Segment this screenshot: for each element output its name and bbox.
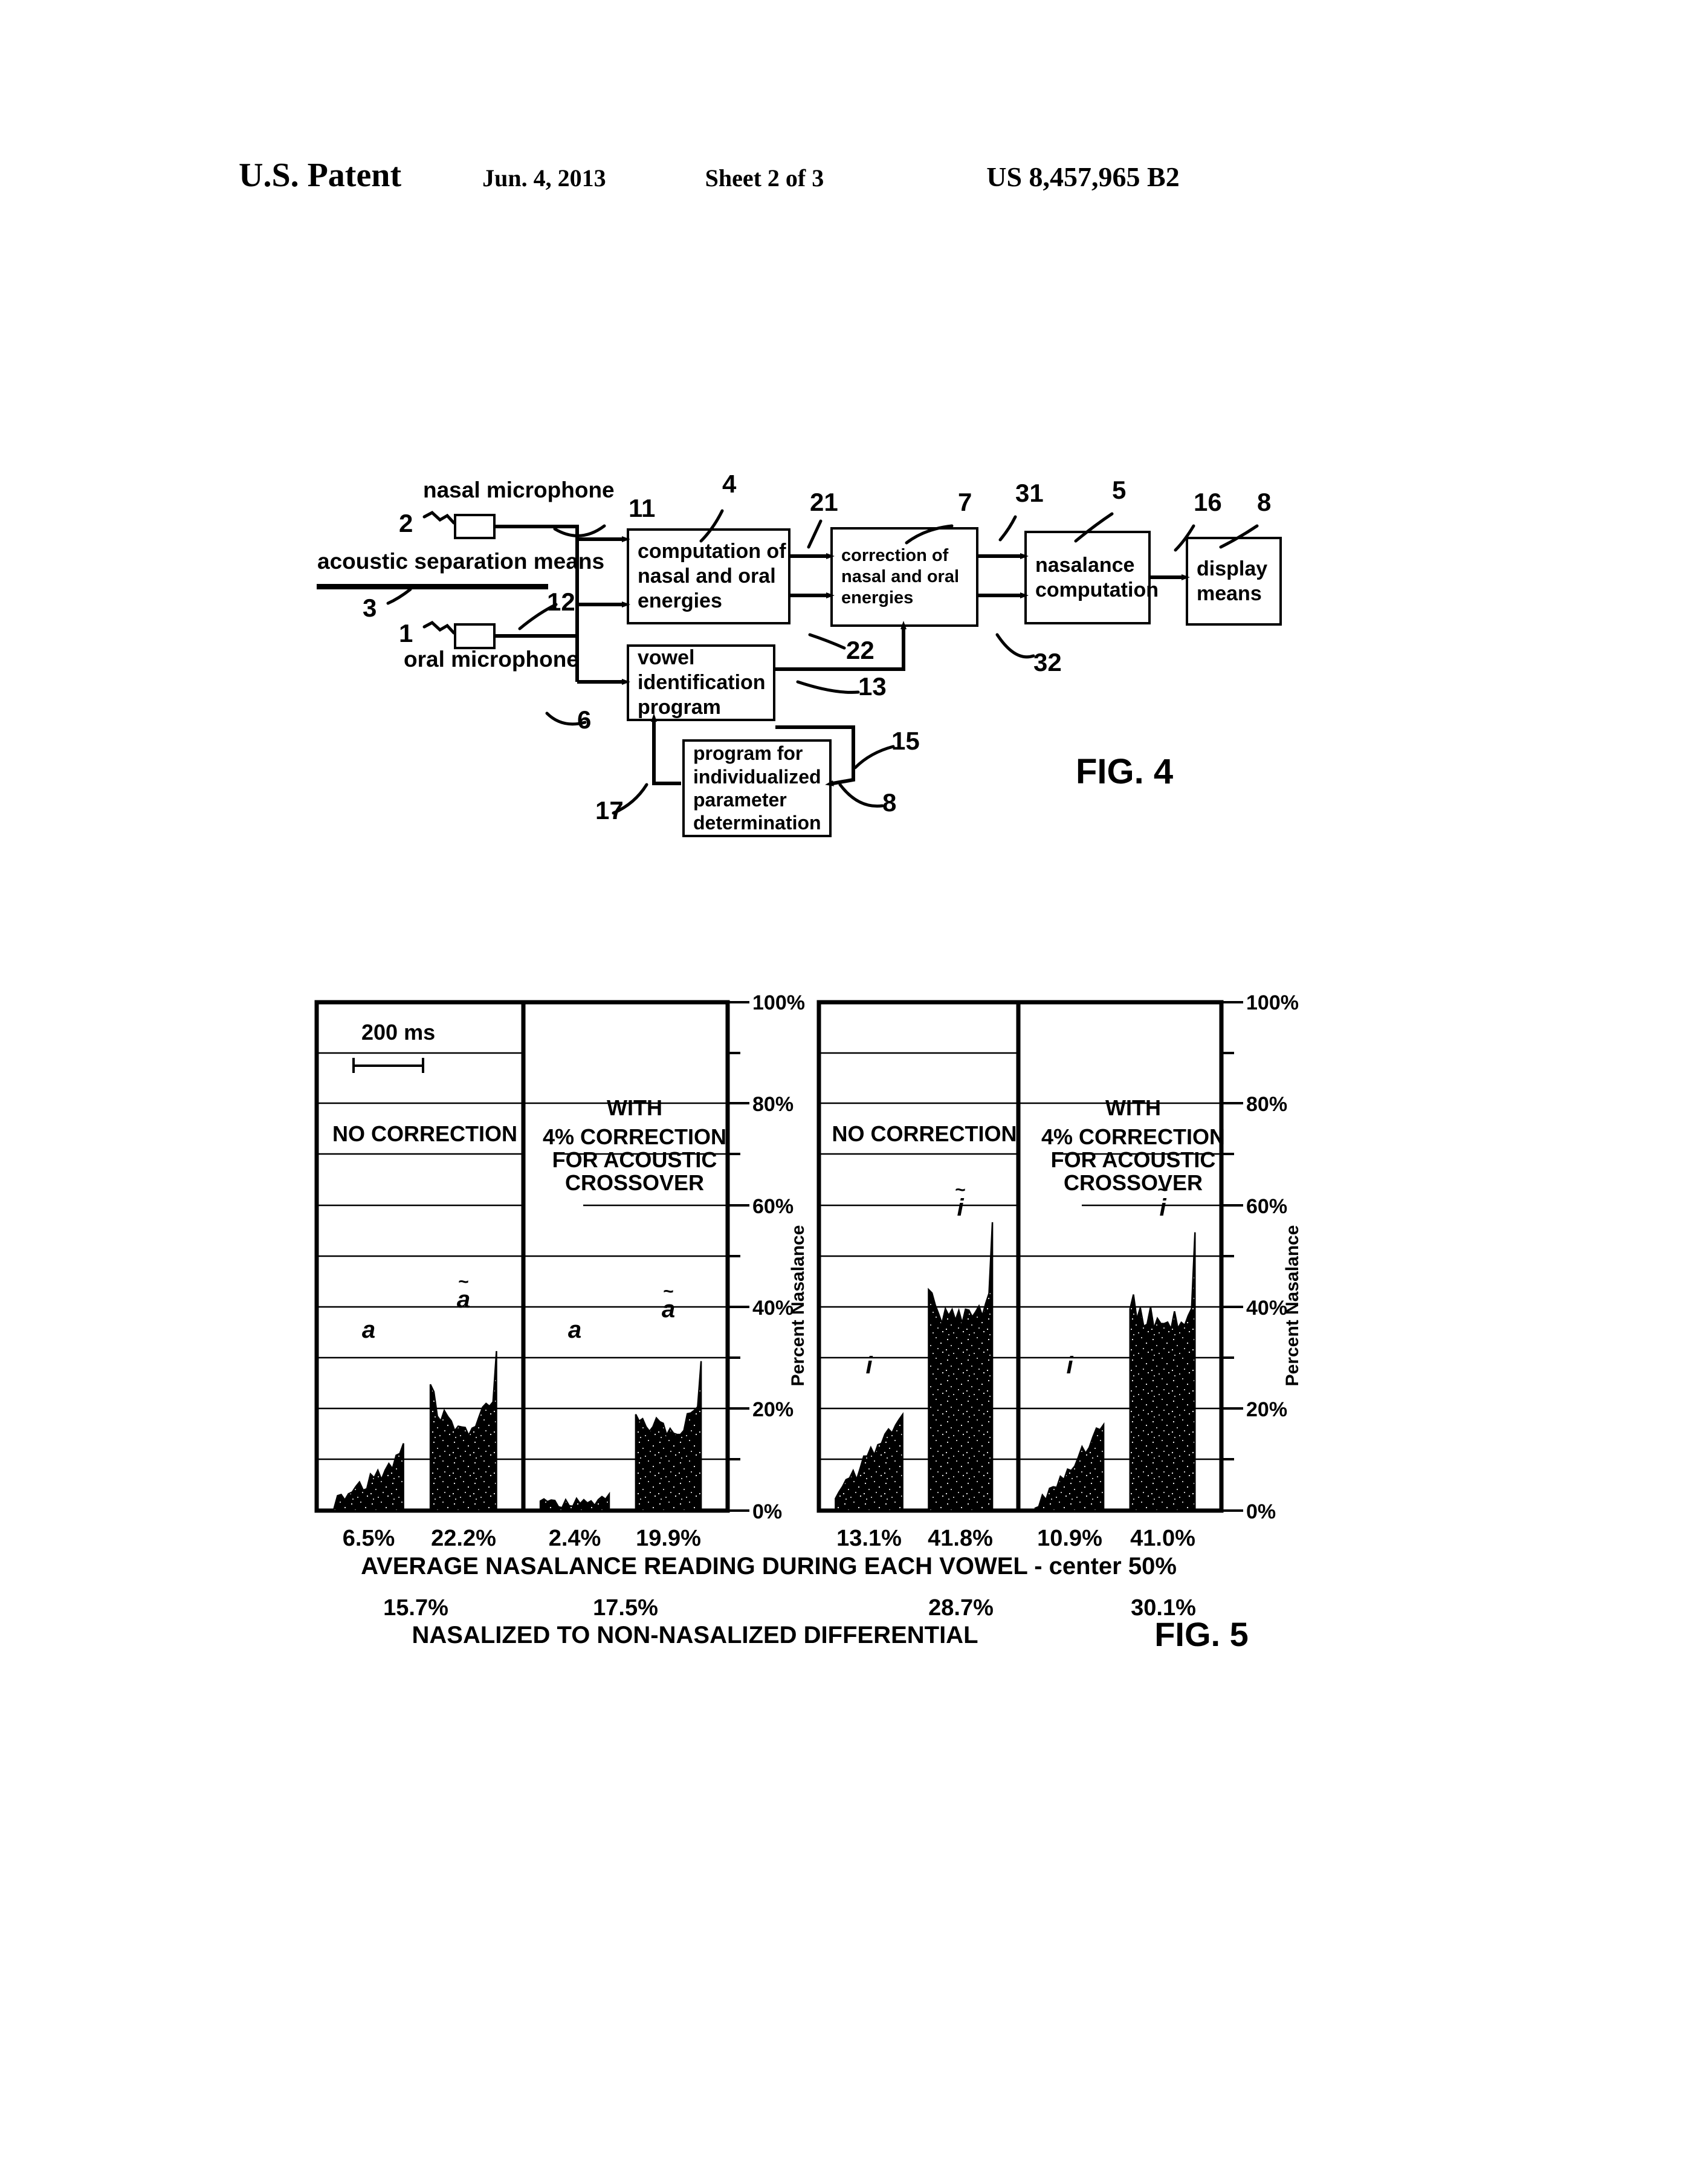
svg-text:0%: 0% — [1246, 1500, 1276, 1523]
svg-text:20%: 20% — [1246, 1398, 1287, 1421]
svg-text:2.4%: 2.4% — [549, 1526, 601, 1551]
svg-text:Percent Nasalance: Percent Nasalance — [1282, 1225, 1302, 1387]
svg-text:40%: 40% — [752, 1297, 794, 1320]
svg-text:60%: 60% — [1246, 1195, 1287, 1218]
svg-text:AVERAGE NASALANCE READING DURI: AVERAGE NASALANCE READING DURING EACH VO… — [361, 1553, 1177, 1580]
svg-text:i: i — [865, 1352, 873, 1379]
svg-text:40%: 40% — [1246, 1297, 1287, 1320]
svg-text:19.9%: 19.9% — [636, 1526, 701, 1551]
svg-text:22.2%: 22.2% — [431, 1526, 496, 1551]
svg-text:0%: 0% — [752, 1500, 782, 1523]
svg-text:80%: 80% — [1246, 1093, 1287, 1116]
svg-text:13.1%: 13.1% — [836, 1526, 902, 1551]
svg-text:~: ~ — [458, 1272, 469, 1292]
svg-text:28.7%: 28.7% — [928, 1595, 994, 1621]
svg-text:Percent Nasalance: Percent Nasalance — [788, 1225, 808, 1387]
svg-text:15.7%: 15.7% — [383, 1595, 448, 1621]
svg-text:60%: 60% — [752, 1195, 794, 1218]
svg-text:6.5%: 6.5% — [343, 1526, 395, 1551]
svg-text:41.8%: 41.8% — [928, 1526, 993, 1551]
svg-text:a: a — [568, 1317, 581, 1343]
svg-text:~: ~ — [663, 1282, 674, 1301]
svg-text:i: i — [1066, 1352, 1073, 1379]
svg-text:80%: 80% — [752, 1093, 794, 1116]
svg-text:17.5%: 17.5% — [593, 1595, 658, 1621]
svg-text:NASALIZED TO NON-NASALIZED DI: NASALIZED TO NON-NASALIZED DIFFERENTIAL — [412, 1622, 978, 1648]
svg-text:20%: 20% — [752, 1398, 794, 1421]
svg-text:~: ~ — [955, 1180, 966, 1200]
svg-text:41.0%: 41.0% — [1130, 1526, 1195, 1551]
svg-text:100%: 100% — [1246, 991, 1299, 1014]
svg-text:100%: 100% — [752, 991, 805, 1014]
svg-text:FIG. 5: FIG. 5 — [1154, 1615, 1249, 1653]
svg-text:a: a — [362, 1317, 375, 1343]
svg-text:10.9%: 10.9% — [1037, 1526, 1102, 1551]
